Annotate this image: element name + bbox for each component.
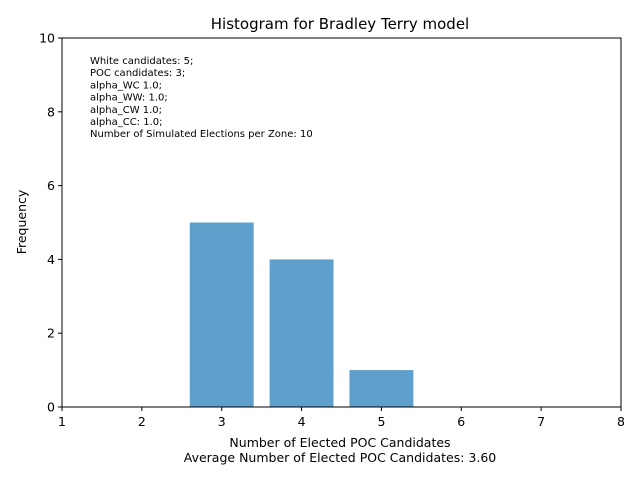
- x-tick-label: 3: [218, 414, 226, 429]
- y-tick-label: 4: [47, 252, 55, 267]
- y-axis-ticks: 0 2 4 6 8 10: [39, 31, 62, 415]
- x-axis-ticks: 1 2 3 4 5 6 7 8: [58, 407, 625, 429]
- parameter-annotation: White candidates: 5;POC candidates: 3;al…: [90, 56, 313, 140]
- annotation-line: alpha_CW 1.0;: [90, 105, 162, 116]
- axes-frame: [61, 37, 622, 408]
- x-axis-sublabel: Average Number of Elected POC Candidates…: [184, 450, 497, 465]
- y-tick-label: 8: [47, 104, 55, 119]
- x-tick-label: 7: [537, 414, 545, 429]
- annotation-line: alpha_CC: 1.0;: [90, 117, 163, 128]
- y-axis-label: Frequency: [14, 189, 29, 254]
- x-tick-label: 6: [457, 414, 465, 429]
- bar-5: [349, 370, 414, 407]
- bar-4: [269, 259, 334, 407]
- chart-title: Histogram for Bradley Terry model: [211, 15, 469, 33]
- y-tick-label: 6: [47, 178, 55, 193]
- x-tick-label: 1: [58, 414, 66, 429]
- bar-3: [189, 222, 254, 407]
- annotation-line: White candidates: 5;: [90, 56, 193, 67]
- x-tick-label: 2: [138, 414, 146, 429]
- annotation-line: Number of Simulated Elections per Zone: …: [90, 129, 313, 140]
- y-tick-label: 0: [47, 400, 55, 415]
- annotation-line: alpha_WC 1.0;: [90, 80, 162, 91]
- annotation-line: POC candidates: 3;: [90, 68, 185, 79]
- y-tick-label: 10: [39, 31, 55, 46]
- bars-group: [189, 222, 414, 407]
- x-tick-label: 8: [617, 414, 625, 429]
- x-axis-label: Number of Elected POC Candidates: [229, 435, 450, 450]
- annotation-line: alpha_WW: 1.0;: [90, 93, 168, 104]
- x-tick-label: 5: [377, 414, 385, 429]
- x-tick-label: 4: [298, 414, 306, 429]
- y-tick-label: 2: [47, 326, 55, 341]
